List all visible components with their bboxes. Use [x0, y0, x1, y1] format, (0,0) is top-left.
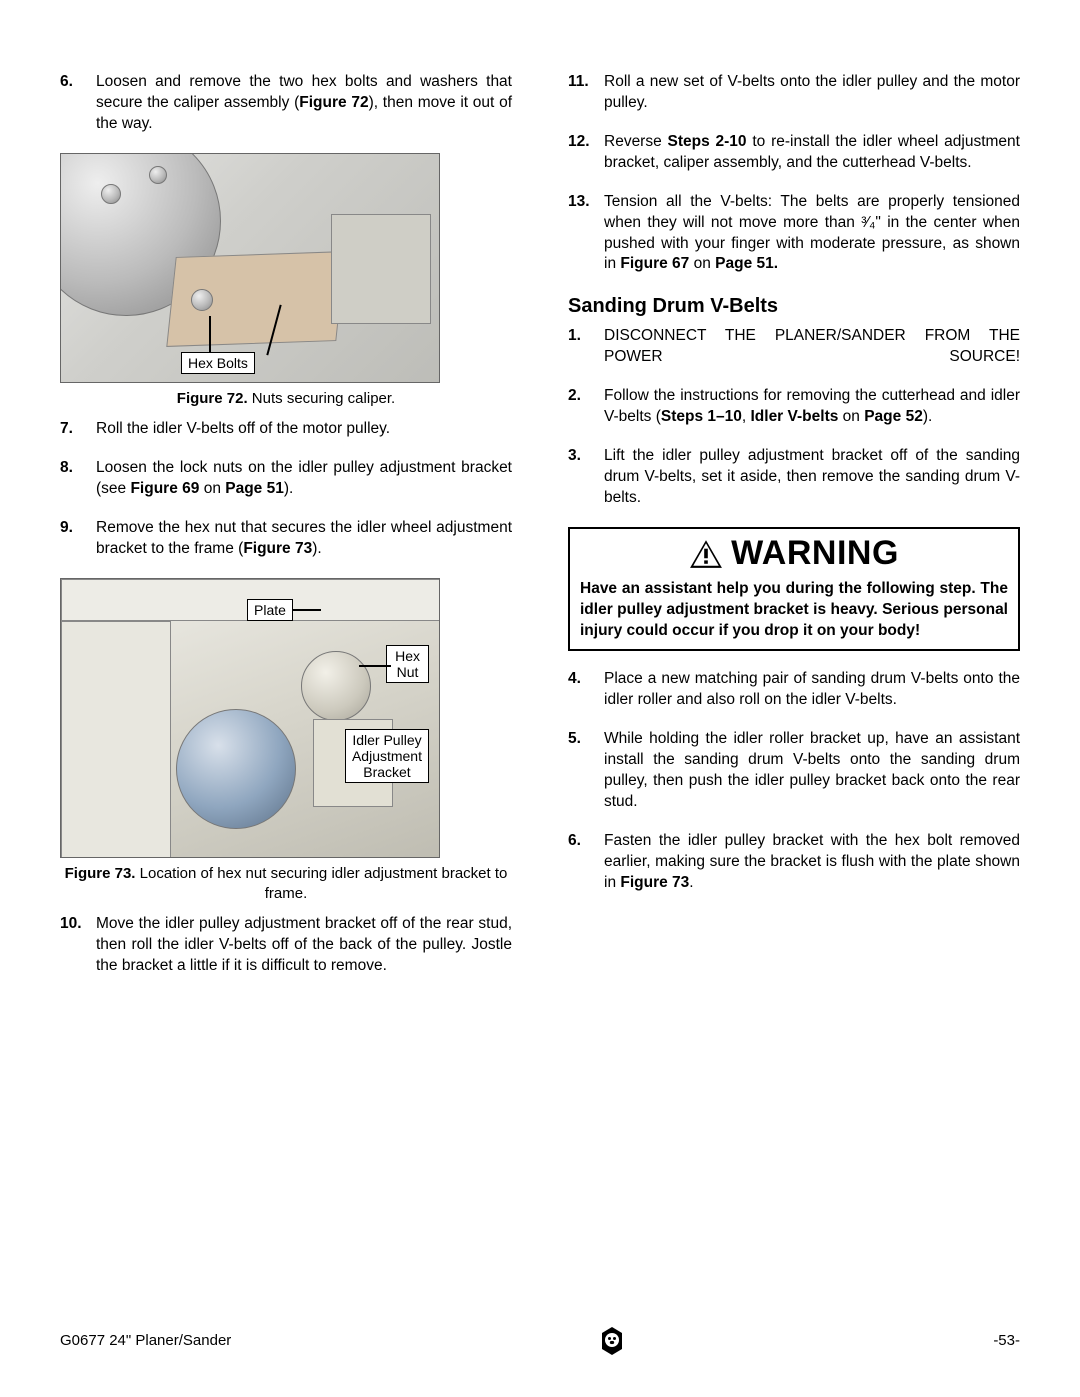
step-number: 4.: [568, 669, 604, 711]
right-column: 11. Roll a new set of V-belts onto the i…: [568, 72, 1020, 995]
step-text: Fasten the idler pulley bracket with the…: [604, 831, 1020, 894]
warning-header: WARNING: [570, 529, 1018, 579]
sd-step-3: 3. Lift the idler pulley adjustment brac…: [568, 446, 1020, 509]
figure-72-caption: Figure 72. Nuts securing caliper.: [60, 389, 512, 409]
step-number: 8.: [60, 458, 96, 500]
step-11: 11. Roll a new set of V-belts onto the i…: [568, 72, 1020, 114]
figure-72: Hex Bolts Figure 72. Nuts securing calip…: [60, 153, 512, 409]
label-hex-bolts: Hex Bolts: [181, 352, 255, 374]
step-text: Roll a new set of V-belts onto the idler…: [604, 72, 1020, 114]
footer-model: G0677 24" Planer/Sander: [60, 1331, 231, 1351]
figure-73-image: Plate HexNut Idler Pulley Adjustment Bra…: [60, 578, 440, 858]
sd-step-5: 5. While holding the idler roller bracke…: [568, 729, 1020, 813]
step-number: 1.: [568, 326, 604, 368]
step-number: 11.: [568, 72, 604, 114]
footer-logo-icon: [598, 1325, 626, 1357]
warning-title: WARNING: [731, 531, 899, 577]
sd-step-6: 6. Fasten the idler pulley bracket with …: [568, 831, 1020, 894]
step-number: 6.: [568, 831, 604, 894]
sd-step-4: 4. Place a new matching pair of sanding …: [568, 669, 1020, 711]
step-number: 10.: [60, 914, 96, 977]
step-text: Tension all the V-belts: The belts are p…: [604, 192, 1020, 276]
step-text: Remove the hex nut that secures the idle…: [96, 518, 512, 560]
step-13: 13. Tension all the V-belts: The belts a…: [568, 192, 1020, 276]
step-text: DISCONNECT THE PLANER/SANDER FROM THE PO…: [604, 326, 1020, 368]
sd-step-1: 1. DISCONNECT THE PLANER/SANDER FROM THE…: [568, 326, 1020, 368]
warning-box: WARNING Have an assistant help you durin…: [568, 527, 1020, 652]
step-text: Lift the idler pulley adjustment bracket…: [604, 446, 1020, 509]
warning-triangle-icon: [689, 539, 723, 569]
step-7: 7. Roll the idler V-belts off of the mot…: [60, 419, 512, 440]
sd-step-2: 2. Follow the instructions for removing …: [568, 386, 1020, 428]
step-number: 2.: [568, 386, 604, 428]
step-text: Roll the idler V-belts off of the motor …: [96, 419, 512, 440]
step-number: 12.: [568, 132, 604, 174]
label-plate: Plate: [247, 599, 293, 621]
step-number: 3.: [568, 446, 604, 509]
step-number: 9.: [60, 518, 96, 560]
step-10: 10. Move the idler pulley adjustment bra…: [60, 914, 512, 977]
step-12: 12. Reverse Steps 2-10 to re-install the…: [568, 132, 1020, 174]
step-number: 13.: [568, 192, 604, 276]
step-number: 5.: [568, 729, 604, 813]
step-text: Reverse Steps 2-10 to re-install the idl…: [604, 132, 1020, 174]
step-number: 6.: [60, 72, 96, 135]
step-text: Place a new matching pair of sanding dru…: [604, 669, 1020, 711]
label-idler-bracket: Idler Pulley Adjustment Bracket: [345, 729, 429, 783]
figure-73-caption: Figure 73. Location of hex nut securing …: [60, 864, 512, 905]
footer-page-number: -53-: [993, 1331, 1020, 1351]
step-text: While holding the idler roller bracket u…: [604, 729, 1020, 813]
left-column: 6. Loosen and remove the two hex bolts a…: [60, 72, 512, 995]
step-6: 6. Loosen and remove the two hex bolts a…: [60, 72, 512, 135]
step-text: Follow the instructions for removing the…: [604, 386, 1020, 428]
page-footer: G0677 24" Planer/Sander -53-: [60, 1325, 1020, 1357]
figure-73: Plate HexNut Idler Pulley Adjustment Bra…: [60, 578, 512, 905]
step-9: 9. Remove the hex nut that secures the i…: [60, 518, 512, 560]
section-heading-sanding: Sanding Drum V-Belts: [568, 293, 1020, 320]
step-number: 7.: [60, 419, 96, 440]
step-text: Loosen the lock nuts on the idler pulley…: [96, 458, 512, 500]
step-text: Move the idler pulley adjustment bracket…: [96, 914, 512, 977]
warning-body: Have an assistant help you during the fo…: [570, 579, 1018, 642]
step-text: Loosen and remove the two hex bolts and …: [96, 72, 512, 135]
label-hex-nut: HexNut: [386, 645, 429, 683]
step-8: 8. Loosen the lock nuts on the idler pul…: [60, 458, 512, 500]
figure-72-image: Hex Bolts: [60, 153, 440, 383]
